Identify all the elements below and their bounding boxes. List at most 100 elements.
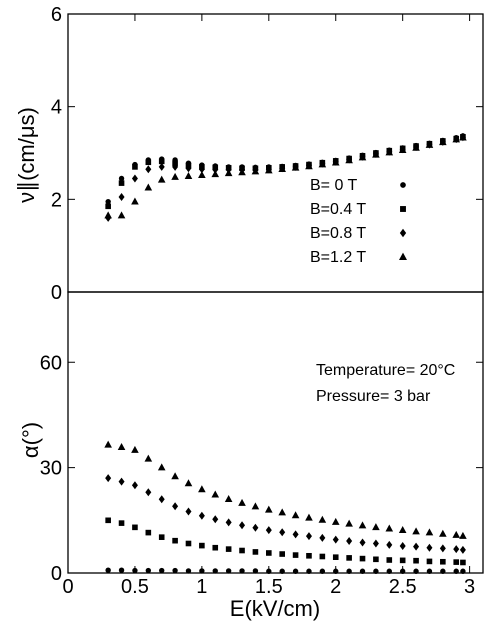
data-point-square: [158, 534, 165, 540]
x-tick-label: 0.5: [121, 576, 149, 598]
data-point-circle: [346, 568, 352, 574]
data-point-diamond: [399, 541, 406, 550]
data-point-diamond: [386, 540, 393, 549]
data-point-diamond: [426, 543, 433, 552]
legend: B= 0 T B=0.4 T B=0.8 T B=1.2 T: [310, 177, 407, 266]
data-point-diamond: [359, 538, 366, 547]
data-point-circle: [440, 568, 446, 574]
data-point-triangle: [439, 529, 447, 537]
data-point-diamond: [185, 507, 192, 516]
data-point-square: [460, 559, 466, 566]
data-point-triangle: [452, 135, 461, 143]
data-point-circle: [319, 568, 326, 574]
y-tick-label: 0: [51, 282, 62, 304]
data-point-circle: [132, 567, 138, 574]
data-point-diamond: [172, 502, 179, 511]
data-point-diamond: [372, 539, 379, 548]
data-point-triangle: [198, 485, 206, 493]
data-point-square: [212, 544, 219, 551]
y-tick-label: 60: [40, 352, 62, 374]
data-point-square: [118, 180, 125, 186]
data-point-circle: [292, 568, 299, 574]
data-point-triangle: [291, 511, 300, 519]
data-point-triangle: [171, 172, 179, 180]
y-tick-label: 4: [51, 97, 62, 119]
data-point-circle: [239, 568, 245, 574]
data-point-triangle: [224, 169, 233, 177]
data-point-circle: [386, 568, 392, 574]
data-point-triangle: [144, 454, 153, 462]
annotation-pressure: Pressure= 3 bar: [316, 388, 431, 405]
data-point-diamond: [239, 521, 246, 530]
data-point-triangle: [459, 133, 467, 141]
data-point-circle: [105, 567, 111, 573]
y-tick-label: 30: [40, 458, 62, 480]
data-point-diamond: [212, 515, 219, 524]
bottom-markers: [104, 440, 467, 574]
data-point-triangle: [251, 167, 260, 175]
legend-label: B=0.8 T: [310, 225, 366, 242]
data-point-triangle: [184, 171, 193, 179]
data-point-triangle: [305, 513, 313, 521]
data-point-diamond: [459, 545, 466, 554]
data-point-square: [158, 158, 165, 165]
data-point-triangle: [265, 505, 273, 513]
data-point-diamond: [185, 164, 192, 173]
data-point-triangle: [104, 440, 112, 448]
data-point-triangle: [439, 138, 447, 146]
data-point-circle: [159, 567, 165, 574]
data-point-square: [132, 164, 138, 170]
data-point-square: [105, 203, 111, 210]
data-point-triangle: [144, 183, 153, 191]
x-tick-label: 2.5: [389, 576, 417, 598]
legend-marker-square: [400, 206, 406, 212]
data-point-circle: [118, 567, 125, 573]
data-point-diamond: [332, 535, 339, 544]
data-point-triangle: [211, 170, 220, 178]
legend-label: B=0.4 T: [310, 201, 366, 218]
x-axis-label: E(kV/cm): [230, 596, 320, 621]
data-point-square: [453, 559, 460, 565]
data-point-circle: [225, 568, 232, 574]
data-point-diamond: [145, 488, 152, 497]
data-point-square: [319, 553, 326, 560]
data-point-triangle: [291, 163, 300, 171]
data-point-square: [332, 554, 339, 560]
data-point-triangle: [305, 162, 313, 170]
data-point-square: [225, 546, 232, 552]
data-point-triangle: [425, 140, 434, 148]
data-point-circle: [279, 568, 285, 574]
data-point-triangle: [345, 519, 353, 527]
data-point-triangle: [398, 525, 407, 533]
data-point-diamond: [439, 544, 446, 553]
data-point-square: [132, 524, 138, 531]
data-point-triangle: [358, 153, 367, 161]
legend-marker-circle: [400, 182, 406, 188]
data-point-diamond: [252, 523, 259, 532]
data-point-circle: [252, 568, 259, 574]
data-point-diamond: [305, 532, 312, 541]
legend-marker-diamond: [399, 228, 407, 238]
data-point-triangle: [224, 495, 233, 503]
data-point-circle: [460, 568, 466, 574]
data-point-circle: [145, 567, 152, 574]
data-point-diamond: [145, 165, 152, 174]
x-ticks: 0 0.5 1 1.5 2 2.5 3: [62, 14, 475, 598]
data-point-circle: [105, 198, 111, 205]
data-point-triangle: [131, 197, 139, 205]
data-point-triangle: [412, 143, 420, 151]
data-point-triangle: [278, 508, 286, 516]
y-tick-label: 0: [51, 563, 62, 585]
data-point-square: [172, 537, 178, 544]
data-point-triangle: [331, 517, 340, 525]
data-point-diamond: [453, 545, 460, 554]
data-point-triangle: [171, 472, 179, 480]
data-point-square: [292, 552, 299, 558]
data-point-triangle: [452, 530, 461, 538]
data-point-triangle: [117, 211, 126, 219]
data-point-square: [346, 555, 352, 561]
data-point-square: [199, 542, 205, 549]
data-point-circle: [185, 568, 192, 574]
data-point-square: [386, 557, 393, 563]
top-y-ticks: 0 2 4 6: [51, 4, 483, 304]
